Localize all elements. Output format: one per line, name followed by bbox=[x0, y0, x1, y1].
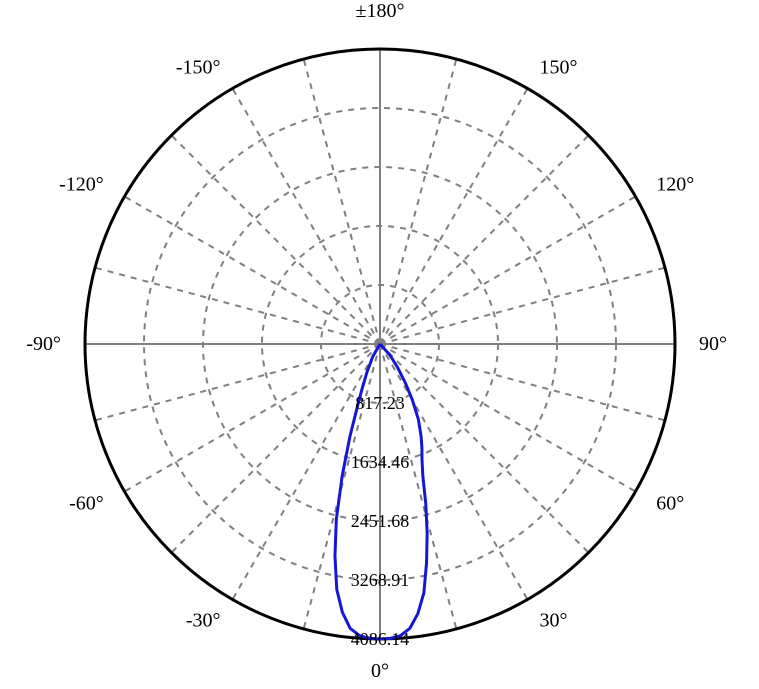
radial-label: 817.23 bbox=[355, 393, 405, 413]
radial-label: 1634.46 bbox=[351, 452, 410, 472]
angle-label: 0° bbox=[371, 660, 389, 682]
angle-label: ±180° bbox=[356, 0, 405, 22]
radial-label: 3268.91 bbox=[351, 570, 410, 590]
angle-label: -30° bbox=[186, 609, 221, 631]
polar-chart: ±180° 150° 120° 90° 60° 30° 0° -30° -60° -90° -120… bbox=[0, 0, 759, 689]
angle-label: 120° bbox=[656, 174, 694, 196]
angle-label: -150° bbox=[176, 57, 221, 79]
radial-label: 4086.14 bbox=[351, 629, 410, 649]
angle-label: -60° bbox=[69, 493, 104, 515]
angle-label: -90° bbox=[26, 333, 61, 355]
angle-label: 150° bbox=[540, 57, 578, 79]
angle-label: 30° bbox=[540, 609, 568, 631]
angle-label: 90° bbox=[699, 333, 727, 355]
angle-label: -120° bbox=[59, 174, 104, 196]
radial-label: 2451.68 bbox=[351, 511, 410, 531]
angle-label: 60° bbox=[656, 493, 684, 515]
